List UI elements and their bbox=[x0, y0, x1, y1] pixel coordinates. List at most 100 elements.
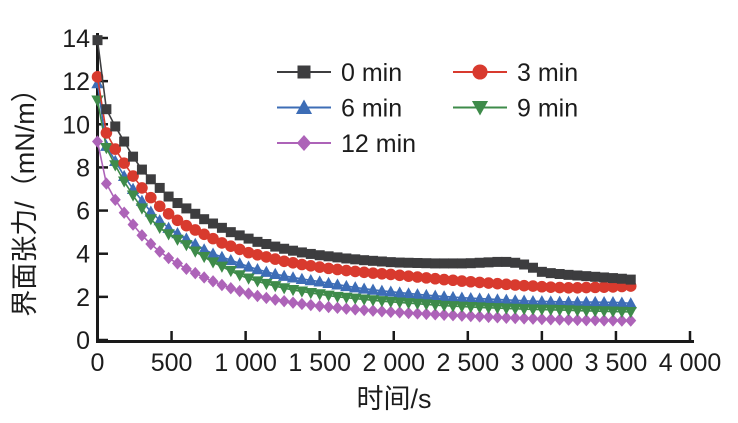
data-point-marker bbox=[305, 248, 316, 259]
legend-item-0-min: 0 min bbox=[277, 59, 402, 87]
data-point-marker bbox=[278, 294, 290, 308]
data-point-marker bbox=[172, 198, 183, 209]
data-point-marker bbox=[171, 257, 183, 270]
data-point-marker bbox=[180, 219, 193, 232]
data-point-marker bbox=[517, 294, 531, 306]
data-point-marker bbox=[225, 240, 237, 252]
data-point-marker bbox=[198, 271, 210, 284]
data-point-marker bbox=[535, 304, 549, 316]
data-point-marker bbox=[607, 314, 619, 327]
data-point-marker bbox=[119, 136, 130, 147]
data-point-marker bbox=[269, 293, 281, 306]
data-point-marker bbox=[411, 307, 423, 320]
data-point-marker bbox=[279, 243, 290, 254]
data-point-marker bbox=[465, 258, 476, 269]
data-point-marker bbox=[145, 174, 156, 185]
data-point-marker bbox=[615, 296, 629, 308]
data-point-marker bbox=[331, 263, 344, 276]
data-point-marker bbox=[340, 279, 353, 292]
data-point-marker bbox=[128, 151, 139, 162]
data-point-marker bbox=[349, 303, 361, 316]
data-point-marker bbox=[197, 251, 211, 264]
data-point-marker bbox=[349, 265, 362, 278]
data-point-marker bbox=[501, 256, 512, 267]
data-point-marker bbox=[519, 259, 530, 270]
data-point-marker bbox=[483, 310, 495, 324]
y-tick-label: 2 bbox=[76, 284, 90, 312]
data-point-marker bbox=[456, 309, 468, 322]
data-point-marker bbox=[278, 255, 290, 268]
data-point-marker bbox=[357, 282, 371, 294]
data-point-marker bbox=[411, 298, 424, 310]
data-point-marker bbox=[394, 306, 406, 319]
data-point-marker bbox=[402, 287, 415, 299]
data-point-marker bbox=[350, 254, 361, 265]
y-tick-label: 6 bbox=[76, 198, 90, 226]
data-point-marker bbox=[429, 289, 442, 301]
data-point-marker bbox=[403, 306, 415, 320]
data-point-marker bbox=[270, 241, 281, 252]
data-point-marker bbox=[153, 200, 166, 213]
data-point-marker bbox=[580, 281, 593, 294]
data-point-marker bbox=[331, 301, 343, 315]
data-point-marker bbox=[233, 257, 246, 269]
data-point-marker bbox=[535, 295, 549, 307]
data-point-marker bbox=[527, 262, 538, 273]
square-icon bbox=[297, 65, 311, 79]
data-point-marker bbox=[181, 203, 192, 214]
data-point-marker bbox=[180, 240, 193, 252]
data-point-marker bbox=[500, 303, 513, 315]
data-point-marker bbox=[349, 281, 362, 293]
y-tick-label: 0 bbox=[76, 327, 90, 355]
data-point-marker bbox=[483, 257, 494, 268]
data-point-marker bbox=[500, 293, 513, 305]
data-point-marker bbox=[288, 245, 299, 256]
data-point-marker bbox=[625, 274, 636, 285]
data-point-marker bbox=[393, 297, 406, 309]
data-point-marker bbox=[260, 251, 273, 263]
data-point-marker bbox=[366, 283, 380, 295]
x-tick-label: 3 000 bbox=[511, 349, 574, 377]
data-point-marker bbox=[234, 230, 245, 241]
data-point-marker bbox=[91, 77, 104, 89]
data-point-marker bbox=[206, 257, 220, 269]
data-point-marker bbox=[322, 262, 335, 275]
data-point-marker bbox=[322, 276, 335, 289]
data-point-marker bbox=[572, 270, 583, 281]
data-point-marker bbox=[136, 182, 148, 194]
data-point-marker bbox=[109, 193, 121, 206]
y-tick-label: 4 bbox=[76, 241, 90, 269]
data-point-marker bbox=[163, 251, 175, 265]
data-point-marker bbox=[171, 214, 184, 227]
data-point-marker bbox=[482, 292, 495, 305]
legend-label: 9 min bbox=[517, 95, 578, 123]
data-point-marker bbox=[216, 278, 228, 292]
x-tick-label: 3 500 bbox=[585, 349, 648, 377]
data-point-marker bbox=[261, 239, 272, 250]
data-point-marker bbox=[269, 253, 282, 265]
y-tick-label: 14 bbox=[62, 25, 90, 53]
data-point-marker bbox=[403, 257, 414, 268]
data-point-marker bbox=[448, 258, 458, 269]
data-point-marker bbox=[597, 296, 611, 308]
data-point-marker bbox=[305, 298, 317, 312]
data-point-marker bbox=[207, 275, 219, 288]
data-point-marker bbox=[357, 294, 371, 306]
data-point-marker bbox=[429, 272, 442, 285]
data-point-marker bbox=[562, 281, 575, 294]
data-point-marker bbox=[358, 266, 370, 279]
data-point-marker bbox=[456, 275, 468, 287]
data-point-marker bbox=[260, 265, 273, 277]
y-axis-title: 界面张力/（mN/m） bbox=[10, 75, 40, 316]
data-point-marker bbox=[91, 71, 104, 83]
data-point-marker bbox=[340, 302, 352, 315]
data-point-marker bbox=[206, 247, 220, 259]
data-point-marker bbox=[100, 127, 113, 139]
triangle-up-icon bbox=[295, 99, 313, 114]
data-point-marker bbox=[412, 257, 423, 268]
data-point-marker bbox=[367, 304, 379, 317]
data-point-marker bbox=[366, 295, 380, 307]
x-tick-label: 2 500 bbox=[437, 349, 500, 377]
